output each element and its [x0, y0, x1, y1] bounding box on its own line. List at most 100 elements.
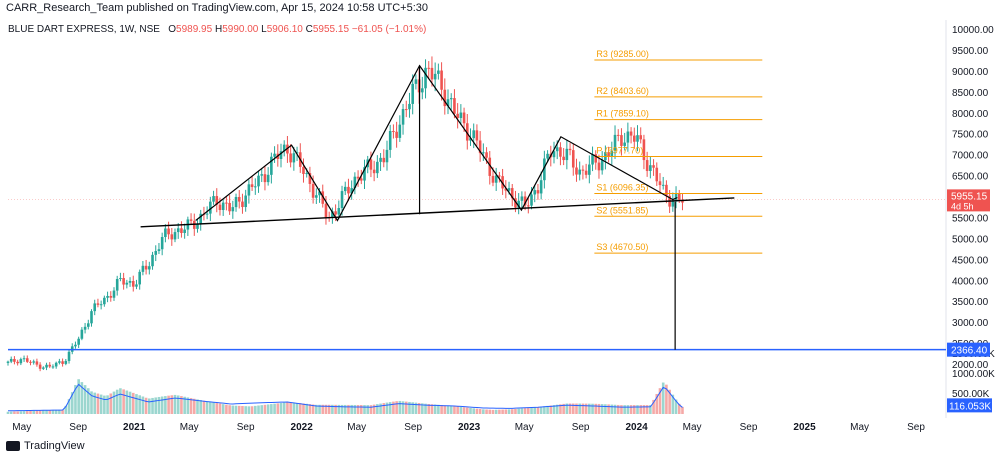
price-tag-countdown: 4d 5h: [951, 201, 974, 211]
volume-bar: [475, 408, 479, 414]
volume-bar: [453, 406, 456, 414]
volume-bar: [38, 410, 42, 414]
candle-body: [93, 303, 97, 312]
volume-tick-label: 500.00K: [952, 389, 990, 400]
candle-body: [173, 232, 177, 240]
volume-bar: [221, 404, 225, 414]
candle-body: [382, 157, 386, 163]
candle-body: [292, 153, 296, 163]
volume-bar: [282, 402, 286, 414]
volume-bar: [385, 402, 389, 414]
candle-body: [584, 170, 588, 175]
candle-body: [241, 201, 244, 208]
volume-bar: [424, 403, 427, 414]
volume-bar: [559, 404, 562, 414]
candle-body: [677, 193, 681, 200]
volume-bar: [636, 405, 639, 414]
volume-bar: [70, 392, 74, 414]
candle-body: [424, 67, 427, 89]
volume-bar: [408, 401, 411, 414]
volume-bar: [417, 402, 421, 414]
volume-bar: [382, 403, 386, 414]
volume-bar: [212, 402, 215, 414]
volume-bar: [343, 404, 347, 414]
candle-body: [600, 160, 604, 171]
pivot-label: R2 (8403.60): [596, 86, 649, 96]
candle-body: [491, 175, 495, 183]
candle-body: [254, 186, 257, 188]
candle-body: [440, 70, 443, 90]
tradingview-brand[interactable]: TradingView: [6, 440, 85, 452]
candle-body: [404, 109, 408, 111]
volume-bar: [504, 409, 508, 414]
volume-bar: [144, 397, 148, 414]
candle-body: [228, 202, 231, 212]
volume-bar: [148, 398, 151, 414]
candle-body: [58, 361, 61, 363]
volume-bar: [472, 408, 476, 414]
y-tick-label: 2000.00: [952, 360, 989, 371]
candle-body: [510, 188, 514, 199]
candle-body: [372, 169, 376, 174]
candle-body: [279, 151, 283, 159]
candle-body: [626, 131, 630, 143]
y-tick-label: 5000.00: [952, 234, 989, 245]
volume-bar: [543, 406, 546, 414]
candle-body: [485, 152, 488, 158]
volume-bar: [183, 396, 186, 414]
candle-body: [324, 203, 328, 218]
candle-body: [170, 234, 174, 240]
volume-bar: [61, 409, 64, 414]
candle-body: [661, 184, 665, 186]
brand-label: TradingView: [24, 440, 85, 452]
candle-body: [597, 162, 601, 171]
candle-body: [427, 67, 431, 69]
candle-body: [96, 303, 100, 305]
x-tick-label: Sep: [572, 422, 590, 433]
volume-bar: [565, 403, 569, 414]
volume-bar: [430, 404, 434, 414]
y-tick-label: 8000.00: [952, 109, 989, 120]
candle-body: [559, 147, 562, 157]
volume-bar: [67, 399, 71, 414]
volume-bar: [520, 408, 524, 414]
volume-bar: [209, 401, 212, 414]
volume-bar: [58, 409, 61, 414]
candle-body: [594, 154, 598, 163]
legend-l-label: L: [261, 24, 267, 35]
candle-body: [414, 79, 418, 84]
candle-body: [337, 208, 341, 215]
volume-bar: [353, 404, 357, 414]
volume-bar: [620, 405, 623, 414]
candle-body: [459, 112, 463, 119]
volume-bar: [575, 403, 578, 414]
support-tag-value: 2366.40: [951, 346, 988, 357]
volume-bar: [270, 404, 273, 414]
volume-bar: [588, 403, 591, 414]
volume-bar: [250, 406, 254, 414]
volume-bar: [421, 403, 424, 414]
candle-body: [629, 131, 633, 136]
volume-bar: [639, 405, 643, 414]
volume-tick-label: 1000.00K: [952, 369, 995, 380]
candle-body: [183, 229, 186, 234]
volume-bar: [157, 396, 161, 414]
volume-bar: [286, 402, 289, 414]
volume-bar: [433, 404, 437, 414]
candle-body: [533, 190, 537, 195]
candle-body: [38, 364, 42, 369]
volume-bar: [173, 394, 177, 414]
volume-bar: [199, 400, 203, 414]
volume-bar: [321, 404, 325, 414]
volume-bar: [51, 410, 55, 414]
volume-bar: [584, 403, 588, 414]
volume-ma-line: [7, 383, 683, 412]
candle-body: [636, 135, 639, 142]
volume-bar: [334, 404, 337, 414]
volume-bar: [649, 405, 652, 414]
volume-bar: [366, 405, 370, 414]
candle-body: [613, 134, 617, 151]
candle-body: [22, 358, 26, 360]
volume-bar: [106, 395, 109, 414]
